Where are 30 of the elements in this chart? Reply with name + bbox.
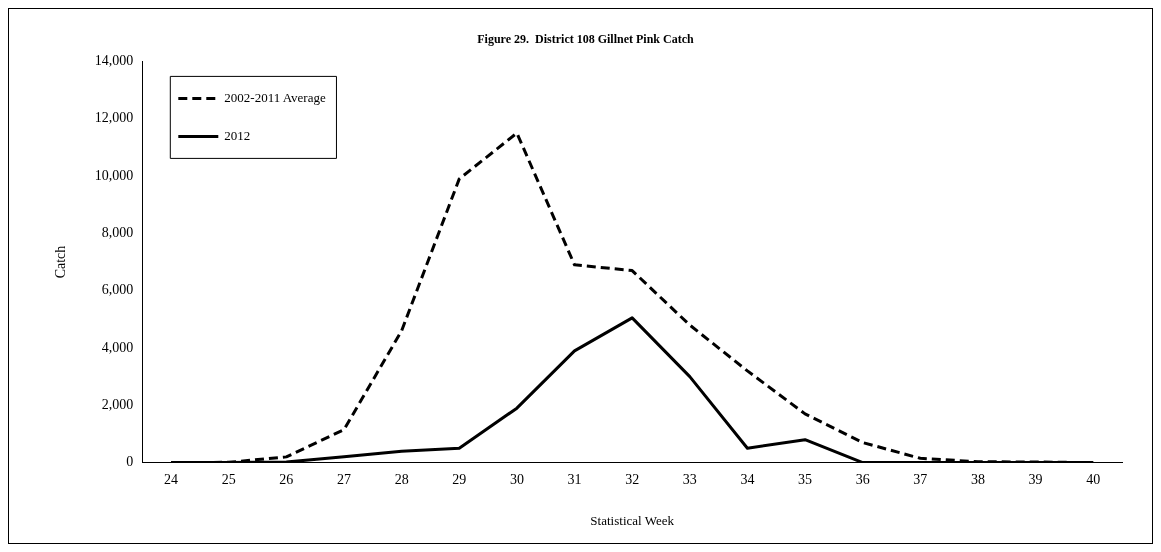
x-tick-label: 35 [798,471,813,487]
x-tick-label: 26 [279,471,294,487]
x-tick-label: 36 [855,471,870,487]
x-tick-label: 30 [509,471,524,487]
chart-title: Figure 29. District 108 Gillnet Pink Catch [477,32,695,47]
y-tick-label: 2,000 [101,396,134,412]
x-tick-label: 31 [567,471,582,487]
x-axis-title: Statistical Week [590,512,675,528]
y-tick-label: 10,000 [94,167,134,183]
legend-label: 2012 [224,127,251,143]
y-tick-label: 4,000 [101,339,134,355]
y-tick-label: 12,000 [94,110,134,126]
x-tick-label: 32 [625,471,640,487]
x-tick-label: 39 [1028,471,1043,487]
y-tick-label: 14,000 [94,53,134,69]
x-tick-label: 34 [740,471,755,487]
x-tick-label: 28 [394,471,409,487]
y-tick-label: 0 [126,454,134,470]
y-tick-label: 8,000 [101,225,134,241]
x-tick-label: 38 [970,471,985,487]
x-tick-label: 40 [1086,471,1101,487]
x-tick-label: 24 [164,471,179,487]
x-tick-label: 25 [221,471,236,487]
x-tick-label: 27 [337,471,351,487]
x-tick-label: 33 [682,471,697,487]
y-tick-label: 6,000 [101,282,134,298]
x-tick-label: 37 [913,471,928,487]
legend-label: 2002-2011 Average [224,89,326,105]
x-tick-label: 29 [452,471,467,487]
y-axis-title: Catch [53,245,69,279]
